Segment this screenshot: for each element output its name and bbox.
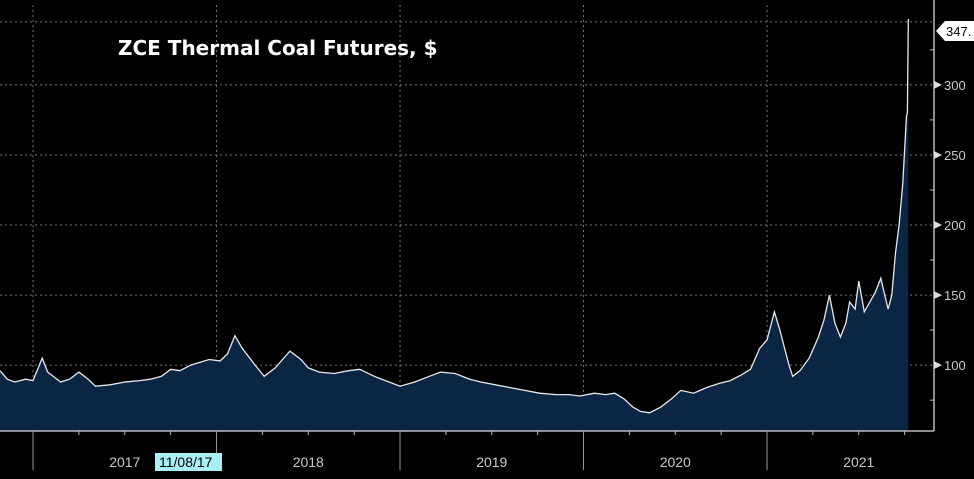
x-tick-label: 2021 xyxy=(843,454,874,470)
highlight-date-label: 11/08/17 xyxy=(159,454,213,470)
y-tick-label: 100 xyxy=(944,358,966,373)
y-tick-marker xyxy=(934,221,942,230)
y-tick-marker xyxy=(934,361,942,370)
x-tick-label: 2019 xyxy=(476,454,507,470)
y-tick-label: 300 xyxy=(944,78,966,93)
x-tick-label: 2018 xyxy=(293,454,324,470)
x-tick-label: 2020 xyxy=(660,454,691,470)
chart-title: ZCE Thermal Coal Futures, $ xyxy=(118,36,438,60)
last-value-box xyxy=(936,21,974,42)
highlight-date-box xyxy=(155,453,222,471)
price-area-fill xyxy=(0,19,909,431)
grid-lines xyxy=(0,5,934,431)
y-tick-label: 200 xyxy=(944,218,966,233)
last-value-tag: 347. xyxy=(936,21,974,42)
last-value-label: 347. xyxy=(946,24,971,39)
y-tick-marker xyxy=(934,291,942,300)
price-line xyxy=(0,18,909,414)
highlight-date: 11/08/17 xyxy=(155,453,222,471)
y-tick-marker xyxy=(934,80,942,89)
y-tick-marker xyxy=(934,150,942,159)
axes xyxy=(0,0,935,432)
y-tick-label: 250 xyxy=(944,148,966,163)
x-axis-ticks: 2017 2018 2019 2020 2021 xyxy=(32,431,906,470)
y-axis-ticks: 100 150 200 250 300 xyxy=(930,49,966,401)
x-tick-label: 2017 xyxy=(109,454,140,470)
y-tick-label: 150 xyxy=(944,288,966,303)
